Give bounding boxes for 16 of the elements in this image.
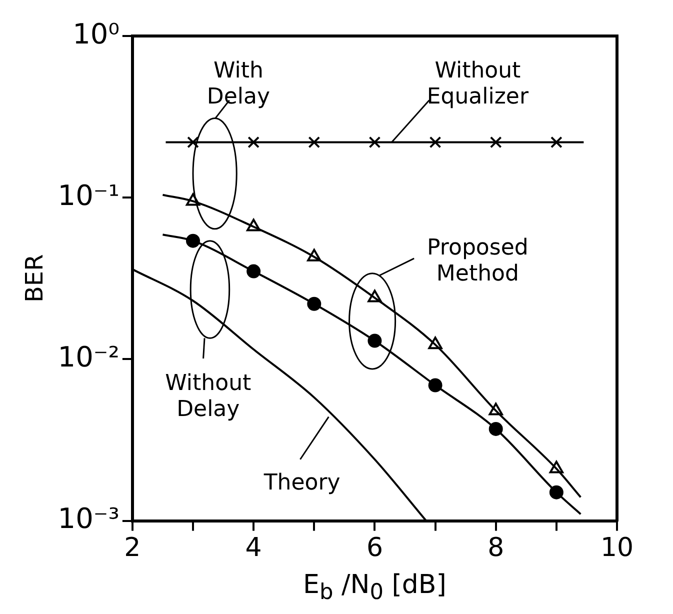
x-tick-label: 10 [600, 533, 634, 564]
y-tick-label: 10⁻² [58, 340, 120, 374]
x-tick-label: 2 [124, 533, 141, 564]
y-tick-label: 10⁻¹ [58, 178, 120, 212]
annotation: Theory [262, 470, 340, 496]
x-tick-label: 4 [245, 533, 262, 564]
annotation: Without Equalizer [426, 58, 530, 110]
y-tick-label: 10⁰ [72, 17, 120, 50]
annotation: Without Delay [165, 371, 252, 422]
y-axis-title: BER [20, 254, 49, 303]
x-tick-label: 8 [488, 533, 504, 564]
annotation: Proposed Method [427, 236, 528, 287]
x-tick-label: 6 [366, 533, 383, 564]
x-axis-title: E$_{b}$ /N$_{0}$ [dB] [302, 570, 448, 606]
y-tick-label: 10⁻³ [58, 502, 120, 536]
annotation: With Delay [206, 58, 270, 110]
